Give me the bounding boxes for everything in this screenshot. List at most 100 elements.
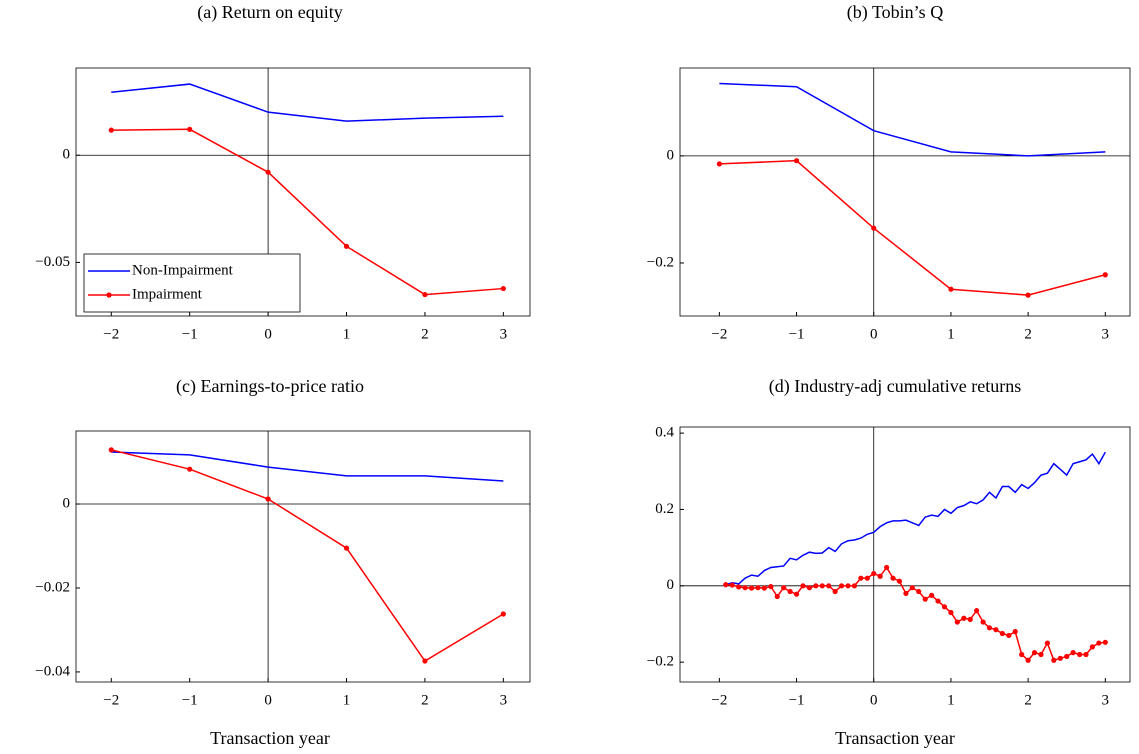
chart-title: (b) Tobin’s Q <box>847 2 943 23</box>
legend-label: Impairment <box>132 286 203 302</box>
legend-box <box>83 253 301 313</box>
series-marker <box>832 588 838 595</box>
x-tick-label: 0 <box>264 326 272 342</box>
series-marker <box>761 585 767 591</box>
series-marker <box>1070 650 1076 656</box>
series-marker <box>742 585 748 591</box>
y-tick-label: −0.05 <box>35 254 70 270</box>
x-tick-label: −1 <box>182 326 198 342</box>
x-axis-label: Transaction year <box>210 728 330 748</box>
chart-title: (a) Return on equity <box>197 2 342 23</box>
series-marker <box>999 630 1006 637</box>
x-tick-label: −2 <box>103 692 119 708</box>
series-marker <box>890 575 896 581</box>
series-marker <box>1025 657 1031 663</box>
x-tick-label: 3 <box>500 326 508 342</box>
series-marker <box>500 285 506 292</box>
series-marker <box>1025 292 1031 298</box>
series-marker <box>813 583 819 589</box>
series-marker <box>871 225 877 231</box>
series-marker <box>1057 655 1063 661</box>
series-marker <box>871 570 877 577</box>
series-line <box>719 159 1106 296</box>
series-marker <box>800 583 806 589</box>
series-marker <box>108 447 114 453</box>
series-line <box>719 82 1106 157</box>
plot-frame <box>679 426 1131 683</box>
series-marker <box>1096 640 1102 646</box>
series-marker <box>793 158 800 164</box>
plot-frame <box>679 67 1131 317</box>
series-marker <box>781 585 787 591</box>
series-marker <box>922 596 928 602</box>
y-tick-label: −0.2 <box>647 254 674 270</box>
series-marker <box>774 593 780 600</box>
x-tick-label: 0 <box>870 326 878 342</box>
series-marker <box>787 588 793 595</box>
series-marker <box>858 575 864 581</box>
series-marker <box>826 583 832 589</box>
x-tick-label: 2 <box>1024 326 1032 342</box>
x-tick-label: −2 <box>103 326 119 342</box>
plot-frame <box>75 67 531 317</box>
series-marker <box>1019 651 1025 658</box>
series-marker <box>1051 657 1057 663</box>
series-marker <box>935 598 941 604</box>
x-tick-label: −1 <box>789 692 805 708</box>
series-line <box>725 566 1106 662</box>
x-tick-label: −1 <box>182 692 198 708</box>
series-marker <box>422 291 428 298</box>
y-tick-label: −0.02 <box>35 579 70 595</box>
series-marker <box>806 585 813 591</box>
series-marker <box>929 592 935 598</box>
x-tick-label: 0 <box>264 692 272 708</box>
series-marker <box>903 590 909 597</box>
y-tick-label: 0.4 <box>655 425 674 441</box>
x-tick-label: 1 <box>343 692 351 708</box>
legend-marker <box>106 292 112 298</box>
y-tick-label: 0.2 <box>655 501 674 517</box>
series-marker <box>980 619 986 625</box>
y-tick-label: 0 <box>63 495 71 511</box>
series-line <box>111 83 504 122</box>
x-tick-label: 1 <box>947 692 955 708</box>
series-marker <box>108 127 114 133</box>
series-marker <box>748 585 755 591</box>
series-marker <box>1102 272 1108 278</box>
series-marker <box>948 286 954 292</box>
series-marker <box>986 625 993 631</box>
chart-title: (c) Earnings-to-price ratio <box>176 376 364 397</box>
x-tick-label: 2 <box>421 326 429 342</box>
series-line <box>111 451 504 482</box>
plot-frame <box>75 430 531 683</box>
series-marker <box>343 243 350 249</box>
series-line <box>111 128 504 296</box>
x-tick-label: 1 <box>947 326 955 342</box>
series-marker <box>838 583 845 589</box>
x-tick-label: 2 <box>421 692 429 708</box>
chart-title: (d) Industry-adj cumulative returns <box>769 376 1021 397</box>
series-marker <box>500 611 506 617</box>
series-marker <box>993 627 999 633</box>
series-marker <box>343 545 350 551</box>
x-tick-label: −1 <box>789 326 805 342</box>
series-marker <box>967 616 973 622</box>
series-marker <box>1012 629 1018 635</box>
series-marker <box>793 591 800 597</box>
series-line <box>111 449 504 663</box>
series-marker <box>877 573 883 579</box>
series-marker <box>948 609 954 616</box>
x-tick-label: 1 <box>343 326 351 342</box>
series-marker <box>729 582 735 588</box>
x-tick-label: −2 <box>711 326 727 342</box>
series-marker <box>974 608 980 614</box>
y-tick-label: 0 <box>667 147 675 163</box>
series-marker <box>723 582 729 588</box>
series-marker <box>909 585 915 591</box>
series-marker <box>187 126 193 132</box>
series-marker <box>819 583 825 589</box>
series-marker <box>864 575 870 581</box>
series-marker <box>768 583 774 590</box>
x-tick-label: 2 <box>1024 692 1032 708</box>
